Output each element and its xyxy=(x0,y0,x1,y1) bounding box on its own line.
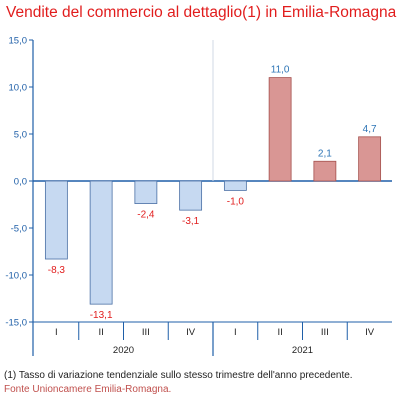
x-tick-label: I xyxy=(234,327,237,338)
source-note: Fonte Unioncamere Emilia-Romagna. xyxy=(4,384,172,395)
data-label: 4,7 xyxy=(363,124,377,135)
x-tick-label: IV xyxy=(186,327,196,338)
bar xyxy=(223,180,247,191)
data-label: 2,1 xyxy=(318,148,332,159)
x-tick-label: II xyxy=(98,327,103,338)
y-tick-label: -15,0 xyxy=(5,318,27,329)
data-label: -8,3 xyxy=(48,265,66,276)
chart-title: Vendite del commercio al dettaglio(1) in… xyxy=(6,4,397,21)
bar xyxy=(358,136,382,182)
bar xyxy=(179,180,203,211)
group-label: 2020 xyxy=(113,345,134,356)
y-tick-label: -10,0 xyxy=(5,271,27,282)
y-tick-label: 15,0 xyxy=(9,36,28,47)
y-tick-label: 10,0 xyxy=(9,83,28,94)
x-tick-label: III xyxy=(142,327,150,338)
y-tick-label: 5,0 xyxy=(14,130,27,141)
bar xyxy=(44,180,68,260)
footnote: (1) Tasso di variazione tendenziale sull… xyxy=(4,370,353,381)
data-label: -1,0 xyxy=(227,196,245,207)
data-label: -3,1 xyxy=(182,216,200,227)
x-tick-label: III xyxy=(321,327,329,338)
bar xyxy=(313,160,337,182)
y-tick-label: 0,0 xyxy=(14,177,27,188)
bar xyxy=(134,180,158,204)
bar xyxy=(268,77,292,182)
x-tick-label: IV xyxy=(365,327,375,338)
group-label: 2021 xyxy=(292,345,313,356)
data-label: 11,0 xyxy=(271,65,290,76)
y-tick-label: -5,0 xyxy=(11,224,27,235)
bar xyxy=(89,180,113,305)
x-tick-label: II xyxy=(277,327,282,338)
x-tick-label: I xyxy=(55,327,58,338)
data-label: -13,1 xyxy=(90,310,113,321)
data-label: -2,4 xyxy=(137,210,155,221)
